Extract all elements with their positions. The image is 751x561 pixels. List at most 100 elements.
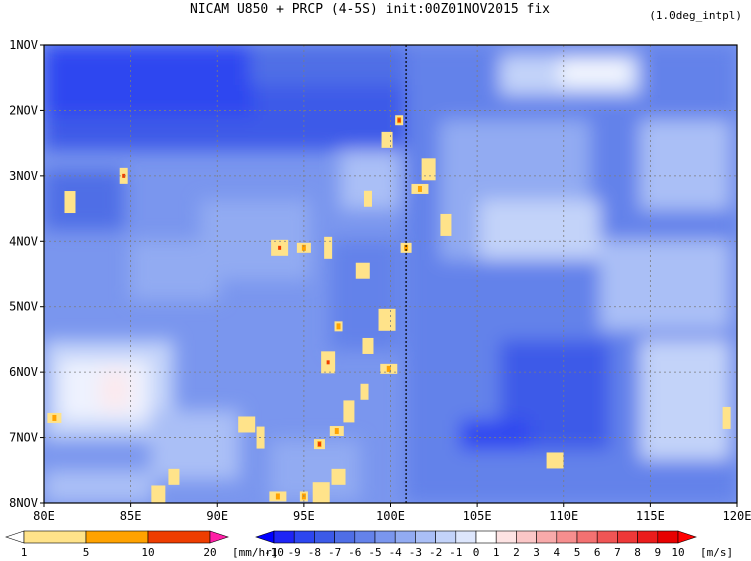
- colorbar-arrow-left: [5, 530, 25, 544]
- colorbar-tick-label: 8: [634, 546, 641, 559]
- precip-peak: [317, 442, 321, 447]
- grid-lines: [44, 45, 737, 503]
- precip-cell: [362, 337, 374, 354]
- colorbar-arrow-left: [255, 530, 275, 544]
- y-tick-label: 1NOV: [9, 38, 38, 52]
- wind-field-shading: [44, 45, 737, 503]
- x-tick-label: 80E: [33, 509, 55, 523]
- y-tick-label: 5NOV: [9, 300, 38, 314]
- colorbar-tick-label: -2: [429, 546, 442, 559]
- colorbar-tick-label: 5: [83, 546, 90, 559]
- colorbar-unit: [mm/hr]: [232, 546, 278, 559]
- precip-cell: [324, 236, 333, 259]
- precip-core: [52, 414, 57, 421]
- colorbar-segment: [314, 530, 335, 544]
- x-tick-label: 105E: [463, 509, 492, 523]
- precip-colorbar: 1 5 10 20 [mm/hr]: [5, 530, 278, 559]
- colorbar-tick-label: 0: [473, 546, 480, 559]
- colorbar-tick-label: 4: [553, 546, 560, 559]
- colorbar-unit: [m/s]: [700, 546, 733, 559]
- precip-cell: [421, 158, 436, 181]
- colorbar-segment: [657, 530, 679, 544]
- x-tick-label: 90E: [206, 509, 228, 523]
- colorbar-segment: [415, 530, 436, 544]
- colorbar-segment: [596, 530, 618, 544]
- colorbar-tick-label: 7: [614, 546, 621, 559]
- colorbar-segment: [273, 530, 295, 544]
- y-tick-label: 4NOV: [9, 234, 38, 248]
- x-tick-label: 85E: [120, 509, 142, 523]
- precip-layer: [47, 115, 731, 503]
- colorbar-arrow-right: [209, 530, 229, 544]
- x-tick-label: 110E: [549, 509, 578, 523]
- precip-core: [334, 428, 339, 435]
- precip-cell: [546, 452, 564, 469]
- colorbar-segment: [637, 530, 659, 544]
- y-tick-label: 2NOV: [9, 103, 38, 117]
- precip-peak: [122, 173, 126, 178]
- x-tick-label: 115E: [636, 509, 665, 523]
- colorbar-tick-label: 1: [21, 546, 28, 559]
- y-axis: 1NOV 2NOV 3NOV 4NOV 5NOV 6NOV 7NOV 8NOV: [9, 38, 44, 510]
- precip-core: [336, 323, 341, 330]
- colorbar-segment: [85, 530, 149, 544]
- precip-core: [417, 185, 422, 192]
- colorbar-segment: [23, 530, 87, 544]
- colorbar-tick-label: -1: [449, 546, 462, 559]
- colorbar-tick-label: 2: [513, 546, 520, 559]
- colorbar-tick-label: 1: [493, 546, 500, 559]
- colorbar-tick-label: 9: [654, 546, 661, 559]
- y-tick-label: 3NOV: [9, 169, 38, 183]
- precip-cell: [331, 468, 346, 485]
- colorbar-tick-label: 5: [574, 546, 581, 559]
- colorbar-segment: [536, 530, 558, 544]
- colorbar-tick-label: 6: [594, 546, 601, 559]
- x-tick-label: 100E: [376, 509, 405, 523]
- precip-cell: [355, 262, 370, 279]
- wind-colorbar: -10 -9 -8 -7 -6 -5 -4 -3 -2 -1 0 1 2 3 4 5 6 7 8 9 10 [m/s]: [255, 530, 733, 559]
- x-tick-label: 120E: [723, 509, 751, 523]
- precip-cell: [312, 482, 330, 503]
- colorbar-tick-label: 10: [671, 546, 684, 559]
- precip-peak: [397, 118, 401, 123]
- precip-cell: [360, 383, 369, 400]
- y-tick-label: 8NOV: [9, 496, 38, 510]
- precip-core: [386, 365, 391, 372]
- colorbar-tick-label: -9: [288, 546, 301, 559]
- colorbar-segment: [293, 530, 315, 544]
- colorbar-segment: [435, 530, 457, 544]
- colorbar-tick-label: 20: [203, 546, 216, 559]
- colorbar-segment: [556, 530, 578, 544]
- colorbar-segment: [374, 530, 396, 544]
- x-axis: 80E 85E 90E 95E 100E 105E 110E 115E 120E: [33, 503, 751, 523]
- colorbar-segment: [455, 530, 477, 544]
- colorbar-tick-label: -3: [409, 546, 422, 559]
- y-tick-label: 7NOV: [9, 431, 38, 445]
- chart-title: NICAM U850 + PRCP (4-5S) init:00Z01NOV20…: [190, 2, 550, 17]
- precip-cell: [151, 485, 166, 503]
- x-tick-label: 95E: [293, 509, 315, 523]
- precip-cell: [378, 308, 396, 331]
- precip-peak: [278, 245, 282, 250]
- precip-cell: [363, 190, 372, 207]
- y-tick-label: 6NOV: [9, 365, 38, 379]
- colorbar-tick-label: 10: [141, 546, 154, 559]
- colorbar-tick-label: -4: [389, 546, 403, 559]
- precip-cell: [722, 406, 731, 429]
- colorbar-segment: [334, 530, 356, 544]
- colorbar-segment: [147, 530, 211, 544]
- colorbar-segment: [495, 530, 517, 544]
- colorbar-tick-label: -6: [348, 546, 361, 559]
- colorbar-segment: [516, 530, 537, 544]
- precip-core: [275, 493, 280, 500]
- precip-cell: [168, 468, 180, 485]
- colorbar-segment: [475, 530, 497, 544]
- precip-cell: [440, 213, 452, 236]
- precip-cell: [343, 400, 355, 423]
- chart-subtitle: (1.0deg_intpl): [649, 9, 742, 22]
- colorbar-tick-label: -7: [328, 546, 341, 559]
- colorbar-segment: [576, 530, 598, 544]
- precip-core: [404, 244, 409, 251]
- colorbar-tick-label: -10: [264, 546, 284, 559]
